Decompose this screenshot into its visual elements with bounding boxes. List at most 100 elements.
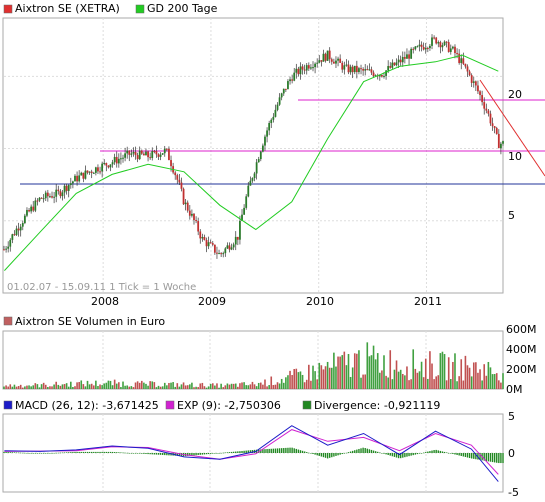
- price-candle: [270, 118, 273, 129]
- price-candle: [232, 242, 235, 251]
- volume-bar: [397, 371, 400, 389]
- divergence-bar: [126, 452, 128, 454]
- price-candle: [416, 45, 419, 48]
- divergence-bar: [147, 453, 149, 455]
- volume-bar: [262, 384, 264, 389]
- divergence-bar: [333, 453, 335, 457]
- divergence-bar: [88, 451, 91, 453]
- volume-bar: [11, 386, 14, 389]
- divergence-bar: [176, 453, 178, 456]
- price-candle: [259, 150, 262, 162]
- price-candle: [36, 198, 39, 206]
- divergence-bar: [122, 452, 124, 454]
- divergence-bar: [399, 453, 402, 459]
- divergence-bar: [450, 453, 452, 454]
- price-candle: [247, 181, 250, 198]
- divergence-bar: [500, 453, 502, 464]
- divergence-bar: [136, 453, 139, 454]
- volume-bar: [237, 386, 239, 389]
- volume-bar: [118, 382, 120, 389]
- volume-bar: [59, 385, 62, 389]
- volume-bar: [224, 385, 227, 389]
- price-candle: [241, 209, 243, 222]
- volume-bar: [86, 380, 89, 389]
- volume-bar: [326, 361, 329, 389]
- price-candle: [216, 246, 218, 259]
- volume-bar: [406, 366, 408, 389]
- volume-bar: [301, 374, 304, 389]
- volume-bar: [178, 386, 181, 389]
- price-candle: [468, 69, 471, 77]
- price-candle: [211, 240, 214, 247]
- divergence-bar: [84, 451, 87, 453]
- price-candle: [370, 66, 373, 76]
- price-candle: [366, 65, 369, 71]
- price-candle: [443, 40, 446, 47]
- divergence-bar: [445, 452, 448, 454]
- volume-bar: [241, 382, 243, 389]
- price-candle: [289, 76, 291, 85]
- volume-bar: [61, 384, 64, 389]
- volume-bar: [111, 385, 114, 389]
- divergence-bar: [408, 453, 410, 457]
- price-candle: [335, 56, 337, 68]
- price-candle: [305, 63, 308, 75]
- price-candle: [147, 150, 149, 162]
- price-candle: [316, 58, 319, 68]
- price-candle: [276, 102, 279, 112]
- price-candle: [322, 49, 325, 62]
- divergence-bar: [464, 453, 467, 458]
- sma-200-line: [4, 54, 499, 271]
- volume-bar: [17, 386, 20, 389]
- volume-legend-swatch: [3, 316, 13, 326]
- volume-bar: [437, 375, 440, 389]
- divergence-bar: [38, 453, 41, 454]
- volume-bar: [391, 379, 394, 389]
- price-candle: [109, 164, 112, 172]
- divergence-bar: [86, 451, 89, 453]
- divergence-bar: [197, 453, 199, 455]
- divergence-bar: [68, 452, 70, 453]
- price-candle: [303, 64, 306, 75]
- volume-bar: [393, 369, 396, 389]
- volume-bar: [379, 372, 381, 389]
- price-candle: [326, 50, 329, 61]
- divergence-bar: [141, 453, 143, 454]
- divergence-bar: [34, 453, 37, 454]
- price-candle: [124, 147, 126, 162]
- divergence-bar: [97, 451, 99, 453]
- volume-bar: [447, 357, 450, 389]
- price-x-axis: 2008 2009 2010 2011: [91, 295, 442, 308]
- price-candle: [195, 216, 197, 224]
- volume-bar: [157, 385, 160, 389]
- volume-bar: [172, 382, 174, 389]
- volume-bar: [462, 380, 465, 389]
- price-candle: [78, 170, 81, 183]
- price-candle: [193, 213, 195, 225]
- price-candle: [130, 149, 133, 158]
- volume-bar: [138, 382, 141, 389]
- divergence-bar: [159, 453, 162, 455]
- volume-bar: [97, 386, 99, 389]
- volume-bar: [370, 355, 373, 389]
- divergence-bar: [473, 453, 475, 459]
- volume-bar: [395, 360, 398, 389]
- price-y-axis: 20 10 5: [508, 88, 522, 222]
- volume-bar: [310, 380, 312, 389]
- divergence-bar: [168, 453, 170, 456]
- price-candle: [115, 151, 118, 168]
- divergence-bar: [345, 452, 348, 454]
- price-candle: [406, 48, 408, 59]
- volume-bar: [460, 359, 463, 389]
- volume-bar: [324, 366, 327, 389]
- volume-bar: [282, 382, 285, 389]
- volume-bar: [195, 386, 197, 389]
- volume-bar: [257, 382, 260, 389]
- divergence-bar: [289, 447, 291, 453]
- price-candle: [92, 171, 95, 174]
- divergence-bar: [395, 453, 398, 458]
- divergence-bar: [36, 453, 39, 454]
- price-candle: [424, 42, 427, 54]
- volume-bar: [239, 383, 241, 389]
